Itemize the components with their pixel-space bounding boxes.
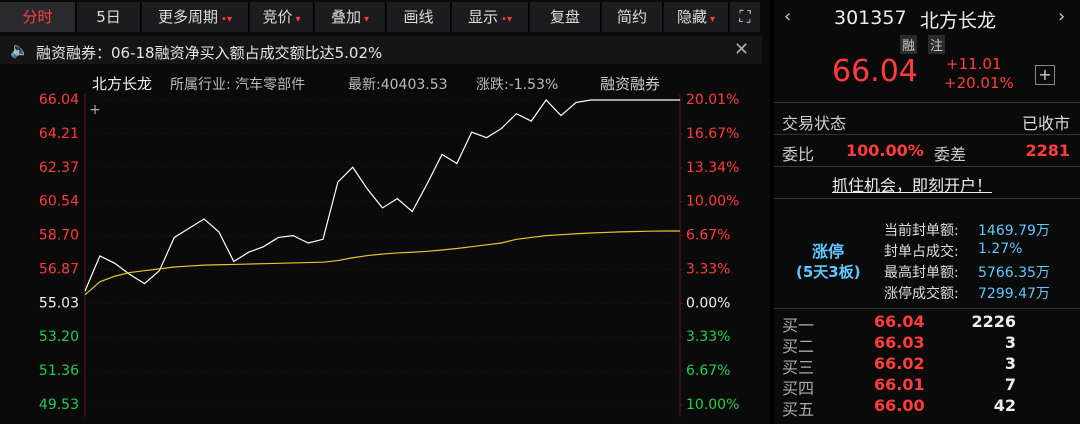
close-button[interactable]: ✕ (734, 39, 750, 60)
limit-value: 5766.35万 (978, 265, 1050, 281)
ratio-label: 委比 (782, 145, 815, 164)
bid-level: 买二 (782, 337, 815, 356)
status-label: 交易状态 (782, 114, 847, 133)
y2-tick-label: 13.34% (686, 160, 739, 176)
toolbar-tab[interactable]: 分时 (0, 2, 76, 32)
price: 66.04 (832, 54, 918, 89)
y2-tick-label: 3.33% (686, 329, 730, 345)
fullscreen-button[interactable]: ⛶ (730, 2, 760, 32)
y-tick-label: 62.37 (39, 160, 79, 176)
intraday-chart: 66.04 64.21 62.37 60.54 58.70 56.87 55.03 53.20… (39, 92, 739, 417)
stock-name: 北方长龙 (92, 75, 153, 93)
stock-title: 北方长龙 (920, 10, 997, 32)
limit-subtitle: (5天3板) (796, 263, 861, 281)
speaker-icon: 🔈 (10, 41, 29, 59)
y2-tick-label: 16.67% (686, 126, 739, 142)
dropdown-marker: ▾ (363, 14, 370, 25)
y-tick-label: 64.21 (39, 126, 79, 142)
add-button[interactable]: + (1035, 65, 1055, 85)
separator (774, 102, 1080, 103)
bid-volume: 42 (993, 396, 1016, 415)
dropdown-marker: •▾ (221, 14, 232, 25)
y-tick-label: 51.36 (39, 363, 79, 379)
bid-level: 买五 (782, 400, 815, 419)
y-tick-label: 66.04 (39, 92, 79, 108)
back-arrow[interactable]: ‹ (784, 6, 792, 27)
limit-value: 1469.79万 (978, 223, 1050, 239)
y2-tick-label: 3.33% (686, 262, 730, 278)
y-tick-label: 49.53 (39, 397, 79, 413)
limit-label: 最高封单额: (884, 265, 959, 281)
notice-text[interactable]: 融资融券：06-18融资净买入额占成交额比达5.02% (36, 44, 383, 62)
dropdown-marker: ▾ (295, 14, 301, 25)
separator (774, 166, 1080, 167)
y2-tick-label: 10.00% (686, 397, 739, 413)
toolbar-tab[interactable]: 5日 (77, 2, 141, 32)
separator (774, 308, 1080, 309)
y2-tick-label: 6.67% (686, 228, 730, 244)
index-latest: 最新:40403.53 (348, 77, 448, 93)
y2-tick-label: 20.01% (686, 92, 739, 108)
limit-label: 当前封单额: (884, 223, 959, 239)
status-value: 已收市 (1021, 114, 1070, 133)
badge: 注 (928, 35, 946, 54)
limit-label: 涨停成交额: (884, 286, 959, 302)
toolbar-tab[interactable]: 简约 (602, 2, 663, 32)
dropdown-marker: •▾ (501, 14, 512, 25)
toolbar-tab[interactable]: 画线 (387, 2, 451, 32)
bid-price: 66.03 (874, 333, 925, 352)
next-arrow[interactable]: › (1058, 6, 1066, 27)
change: +11.01 (946, 55, 1002, 73)
limit-value: 1.27% (978, 241, 1023, 257)
bid-level: 买一 (782, 316, 815, 335)
y-tick-label: 55.03 (39, 295, 79, 311)
stock-code: 301357 (834, 7, 907, 29)
separator (774, 134, 1080, 135)
industry: 所属行业: 汽车零部件 (170, 77, 306, 93)
separator (774, 198, 1080, 199)
limit-title: 涨停 (812, 242, 845, 261)
price-line (84, 230, 680, 296)
toolbar-tab[interactable]: 隐藏 ▾ (664, 2, 729, 32)
divider (770, 0, 774, 424)
promo-link[interactable]: 抓住机会，即刻开户！ (832, 176, 993, 195)
toolbar-tab[interactable]: 叠加 ▾ (315, 2, 386, 32)
bid-volume: 2226 (971, 312, 1016, 331)
bid-level: 买四 (782, 379, 815, 398)
toolbar-tab[interactable]: 显示 •▾ (452, 2, 529, 32)
bid-price: 66.00 (874, 396, 925, 415)
bid-volume: 3 (1004, 333, 1016, 352)
dropdown-marker: ▾ (709, 14, 716, 25)
y-tick-label: 56.87 (39, 261, 79, 277)
y-tick-label: 60.54 (39, 194, 79, 210)
ratio-value: 100.00% (846, 141, 924, 160)
crosshair-plus: + (89, 102, 101, 118)
bid-volume: 7 (1004, 375, 1016, 394)
badge: 融 (900, 35, 918, 54)
y2-tick-label: 10.00% (686, 194, 739, 210)
bid-price: 66.01 (874, 375, 925, 394)
toolbar-tab[interactable]: 竞价 ▾ (250, 2, 314, 32)
toolbar-tab[interactable]: 更多周期 •▾ (142, 2, 249, 32)
margin-tag[interactable]: 融资融券 (600, 75, 661, 93)
y2-tick-label: 0.00% (686, 295, 730, 311)
y2-tick-label: 6.67% (686, 363, 730, 379)
bid-volume: 3 (1004, 354, 1016, 373)
diff-label: 委差 (934, 145, 967, 164)
limit-label: 封单占成交: (884, 244, 959, 260)
bid-level: 买三 (782, 358, 815, 377)
index-change: 涨跌:-1.53% (476, 77, 559, 93)
bid-price: 66.02 (874, 354, 925, 373)
bid-price: 66.04 (874, 312, 925, 331)
price-line (84, 99, 680, 292)
y-tick-label: 58.70 (39, 228, 79, 244)
change-percent: +20.01% (944, 74, 1014, 92)
diff-value: 2281 (1025, 141, 1070, 160)
limit-value: 7299.47万 (978, 286, 1050, 302)
y-tick-label: 53.20 (39, 329, 79, 345)
toolbar-tab[interactable]: 复盘 (530, 2, 601, 32)
notice-bar (0, 36, 762, 64)
